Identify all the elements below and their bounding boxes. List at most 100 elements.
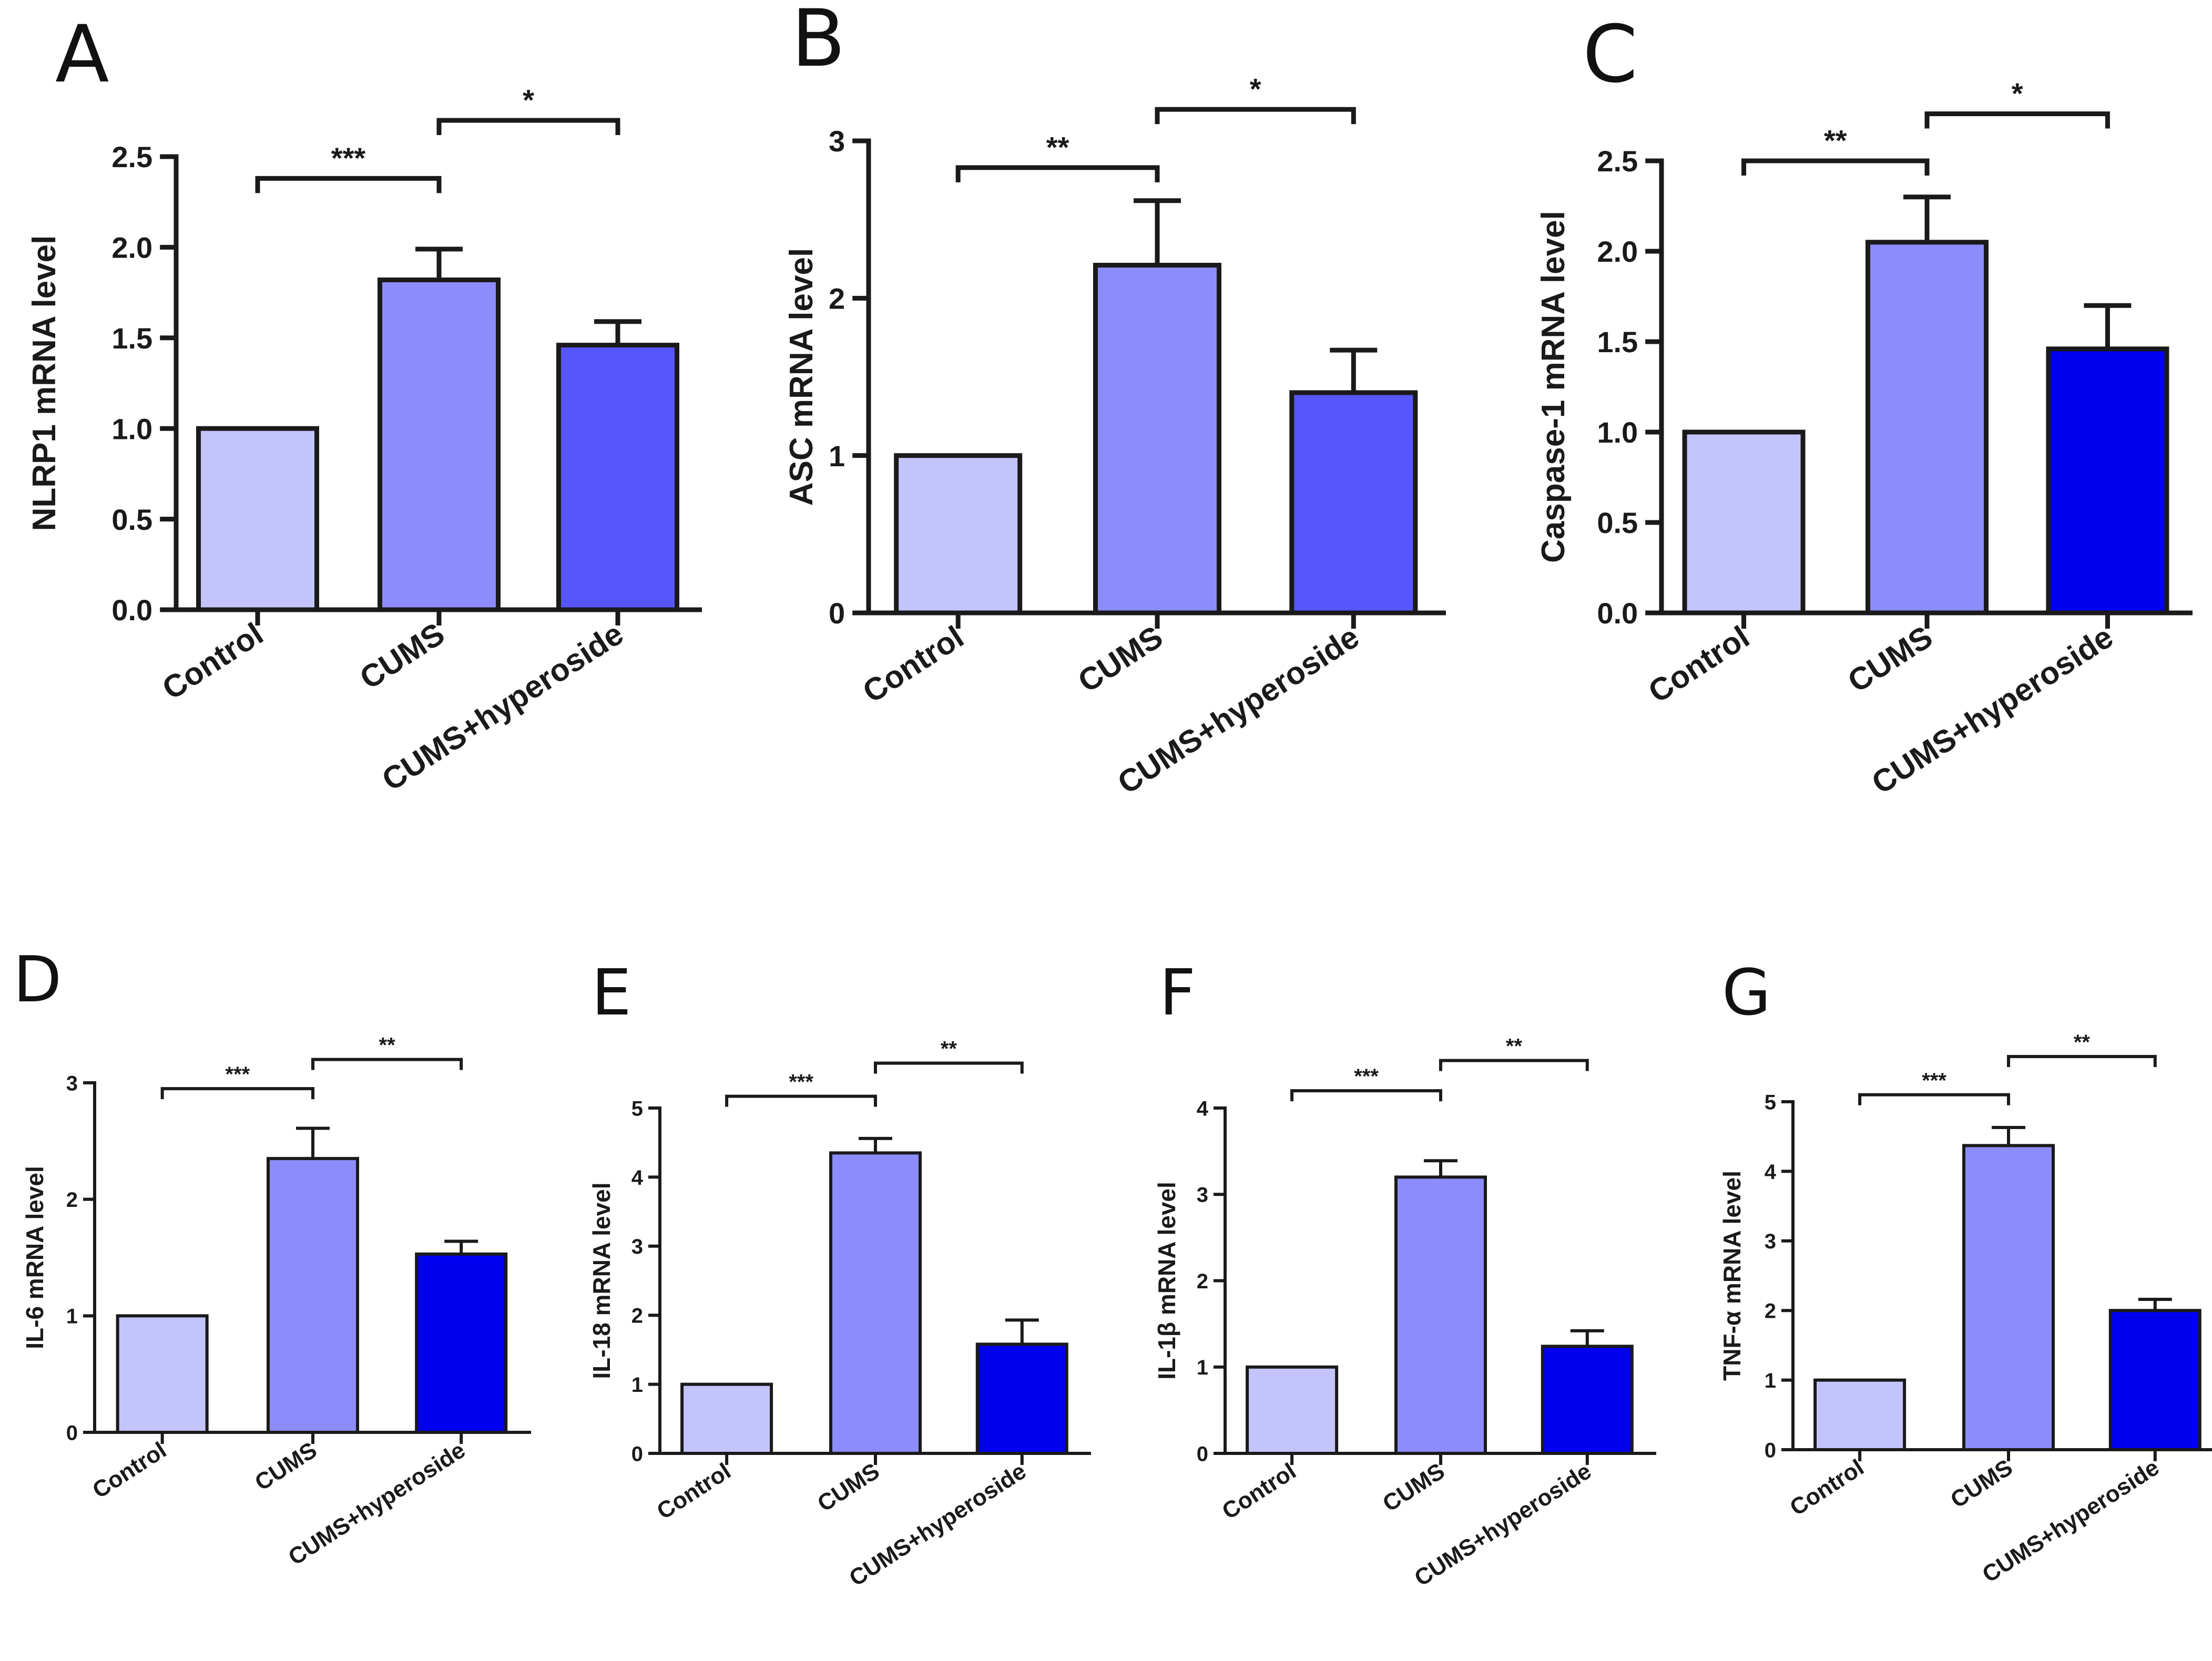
bar-cums-hyperoside — [975, 1342, 1068, 1455]
y-tick-label: 0 — [1765, 1439, 1776, 1462]
bar-control — [1682, 429, 1806, 616]
bar-cums-hyperoside — [2046, 346, 2169, 616]
significance-bracket — [1155, 107, 1356, 125]
significance-label: *** — [789, 1071, 813, 1094]
y-tick-label: 3 — [631, 1235, 643, 1258]
significance-label: ** — [1046, 130, 1069, 163]
y-tick-label: 3 — [1765, 1230, 1776, 1253]
y-tick-label: 1.5 — [111, 322, 152, 355]
y-tick-label: 2 — [631, 1305, 643, 1328]
bar-cums-hyperoside — [2108, 1309, 2201, 1451]
y-tick-label: 0 — [829, 597, 845, 630]
significance-bracket — [1439, 1059, 1589, 1071]
y-tick-label: 1.0 — [111, 412, 152, 445]
significance-bracket — [2007, 1054, 2157, 1067]
panel-letter: G — [1722, 957, 1771, 1030]
y-axis-label: IL-18 mRNA level — [588, 1182, 615, 1379]
significance-bracket — [436, 118, 620, 136]
y-tick-label: 0.0 — [111, 593, 152, 627]
y-tick-label: 0 — [66, 1421, 78, 1444]
significance-label: *** — [331, 141, 366, 175]
y-tick-label: 2.5 — [111, 140, 152, 173]
bar-control — [196, 426, 319, 612]
bar-cums-hyperoside — [1289, 390, 1418, 616]
y-tick-label: 5 — [1765, 1091, 1776, 1114]
y-tick-label: 2.0 — [1597, 235, 1638, 268]
significance-label: * — [1250, 73, 1261, 106]
panel-letter: E — [592, 957, 631, 1030]
y-tick-label: 0 — [631, 1442, 643, 1465]
significance-label: * — [2012, 77, 2023, 110]
y-tick-label: 4 — [1197, 1097, 1209, 1120]
y-tick-label: 0.5 — [1597, 506, 1638, 539]
y-tick-label: 1.5 — [1597, 325, 1638, 358]
y-tick-label: 5 — [631, 1097, 643, 1120]
y-axis-label: ASC mRNA level — [783, 248, 820, 506]
y-axis-label: NLRP1 mRNA level — [26, 235, 63, 531]
y-axis-label: TNF-α mRNA level — [1718, 1171, 1746, 1381]
significance-bracket — [1741, 158, 1930, 176]
bar-cums-hyperoside — [415, 1252, 508, 1434]
y-tick-label: 1 — [1765, 1369, 1776, 1392]
significance-label: ** — [941, 1038, 957, 1061]
significance-label: *** — [225, 1063, 250, 1086]
significance-label: * — [523, 83, 534, 116]
y-tick-label: 0.0 — [1597, 597, 1638, 630]
bar-cums — [378, 277, 501, 612]
y-tick-label: 3 — [1197, 1184, 1208, 1207]
y-tick-label: 0 — [1197, 1442, 1208, 1465]
significance-label: *** — [1922, 1069, 1946, 1092]
bar-control — [1246, 1365, 1339, 1455]
y-tick-label: 1 — [631, 1373, 643, 1397]
y-tick-label: 3 — [66, 1072, 78, 1095]
y-tick-label: 4 — [1765, 1161, 1777, 1184]
y-tick-label: 2 — [1765, 1300, 1776, 1323]
significance-bracket — [1924, 111, 2110, 129]
significance-bracket — [1858, 1093, 2010, 1105]
y-axis-label: IL-1β mRNA level — [1153, 1182, 1180, 1380]
bar-control — [116, 1314, 209, 1434]
significance-bracket — [874, 1061, 1024, 1074]
significance-bracket — [955, 165, 1160, 182]
bar-control — [894, 453, 1023, 616]
y-tick-label: 1 — [66, 1305, 78, 1328]
y-tick-label: 2 — [829, 282, 845, 315]
y-tick-label: 0.5 — [111, 503, 152, 536]
bar-cums — [1394, 1175, 1487, 1455]
bar-cums — [1866, 240, 1989, 616]
bar-cums-hyperoside — [1541, 1345, 1634, 1455]
y-tick-label: 2 — [66, 1188, 78, 1212]
bar-control — [1813, 1378, 1907, 1452]
significance-label: ** — [379, 1034, 396, 1057]
significance-bracket — [1290, 1089, 1442, 1102]
significance-bracket — [725, 1094, 877, 1107]
bar-cums-hyperoside — [556, 343, 679, 612]
panel-letter: D — [13, 944, 62, 1017]
panel-letter: A — [55, 9, 109, 100]
y-tick-label: 3 — [829, 125, 845, 158]
bar-control — [680, 1382, 773, 1455]
y-tick-label: 1.0 — [1597, 416, 1638, 449]
significance-label: ** — [2074, 1031, 2091, 1054]
significance-label: *** — [1354, 1065, 1379, 1088]
significance-label: ** — [1824, 124, 1847, 157]
y-tick-label: 2.0 — [111, 231, 152, 264]
bar-cums — [267, 1157, 359, 1434]
significance-bracket — [255, 176, 442, 193]
y-tick-label: 4 — [631, 1166, 644, 1190]
significance-bracket — [311, 1058, 463, 1070]
bar-cums — [829, 1151, 922, 1455]
y-tick-label: 2 — [1197, 1270, 1208, 1293]
significance-bracket — [160, 1087, 314, 1100]
y-axis-label: Caspase-1 mRNA level — [1535, 211, 1572, 563]
panel-letter: B — [791, 0, 845, 85]
y-tick-label: 1 — [829, 439, 845, 473]
significance-label: ** — [1506, 1035, 1523, 1058]
y-tick-label: 2.5 — [1597, 145, 1638, 178]
panel-letter: C — [1583, 9, 1638, 100]
y-axis-label: IL-6 mRNA level — [21, 1166, 48, 1349]
panel-letter: F — [1159, 957, 1196, 1030]
y-tick-label: 1 — [1197, 1356, 1208, 1379]
bar-cums — [1093, 262, 1221, 616]
